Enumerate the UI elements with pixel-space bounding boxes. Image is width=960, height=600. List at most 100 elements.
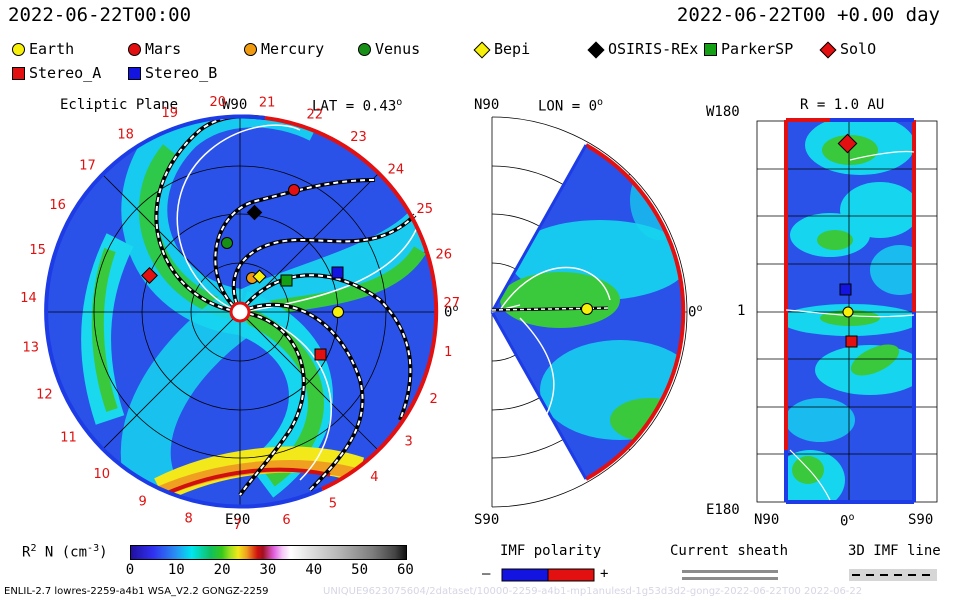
legend-item-solo: SolO — [819, 40, 877, 58]
legend-square-icon — [704, 43, 717, 56]
radial-bottom-left: N90 — [754, 512, 780, 528]
legend-label: Stereo_B — [145, 64, 218, 82]
colorbar-tick-label: 20 — [213, 562, 231, 578]
legend-item-venus: Venus — [358, 40, 420, 58]
carrington-tick-label: 9 — [139, 494, 147, 509]
radial-earth-marker — [842, 306, 854, 318]
imf-polarity-plus: + — [600, 566, 609, 582]
radial-solo-marker — [837, 133, 858, 154]
imf-polarity-minus: – — [482, 566, 491, 582]
radial-bottom-mid: 0o — [840, 512, 855, 530]
carrington-tick-label: 25 — [417, 202, 434, 217]
date-left: 2022-06-22T00:00 — [8, 4, 192, 26]
radial-stereo-b-marker — [839, 283, 852, 296]
colorbar-tick-label: 30 — [259, 562, 277, 578]
legend-label: Bepi — [494, 40, 531, 58]
legend-circle-icon — [358, 43, 371, 56]
meridional-right-label: 0o — [688, 303, 703, 321]
colorbar-tick-label: 10 — [167, 562, 185, 578]
legend-label: Mercury — [261, 40, 325, 58]
legend-label: Stereo_A — [29, 64, 102, 82]
mars-marker — [288, 184, 300, 196]
carrington-tick-label: 17 — [79, 159, 96, 174]
legend-item-mars: Mars — [128, 40, 181, 58]
ecliptic-lat-label: LAT = 0.43o — [312, 97, 403, 115]
current-sheath-line-bottom — [682, 577, 778, 580]
legend-label: OSIRIS-REx — [608, 40, 699, 58]
colorbar-tick-label: 0 — [125, 562, 135, 578]
carrington-tick-label: 8 — [185, 512, 193, 527]
legend-item-bepi: Bepi — [473, 40, 531, 58]
legend-label: Earth — [29, 40, 75, 58]
imf-polarity-positive — [547, 568, 595, 582]
ecliptic-top-label: W90 — [222, 97, 248, 113]
carrington-tick-label: 4 — [370, 470, 378, 485]
footer-left: ENLIL-2.7 lowres-2259-a4b1 WSA_V2.2 GONG… — [4, 586, 269, 597]
meridional-panel — [490, 116, 688, 508]
carrington-tick-label: 12 — [36, 388, 53, 403]
sun-icon — [229, 301, 251, 323]
bepi-marker — [252, 269, 267, 284]
legend-square-icon — [128, 67, 141, 80]
ecliptic-polarity-negative — [44, 114, 323, 509]
ecliptic-panel — [44, 114, 439, 509]
earth-marker — [332, 306, 344, 318]
stereo-b-marker — [331, 266, 344, 279]
ecliptic-bottom-label: E90 — [225, 512, 251, 528]
radial-left-bottom: E180 — [706, 502, 740, 518]
carrington-tick-label: 11 — [60, 431, 77, 446]
meridional-bottom-label: S90 — [474, 512, 500, 528]
ecliptic-carrington-ticks: 20 21222324252627123456789101112131415161… — [20, 95, 460, 533]
carrington-tick-label: 7 — [233, 518, 241, 533]
carrington-tick-label: 10 — [94, 467, 111, 482]
legend-circle-icon — [12, 43, 25, 56]
carrington-tick-label: 3 — [404, 435, 412, 450]
footer-right: UNIQUE9623075604/2dataset/10000-2259-a4b… — [323, 586, 863, 597]
legend-item-mercury: Mercury — [244, 40, 324, 58]
stereo-a-marker — [314, 348, 327, 361]
carrington-tick-label: 19 — [162, 106, 179, 121]
legend-item-parkersp: ParkerSP — [704, 40, 793, 58]
carrington-tick-label: 26 — [436, 248, 453, 263]
carrington-tick-label: 23 — [350, 130, 367, 145]
colorbar-tick-label: 50 — [351, 562, 369, 578]
ecliptic-polarity-positive — [264, 116, 439, 491]
carrington-tick-label: 18 — [117, 128, 134, 143]
imf-line-title: 3D IMF line — [848, 543, 941, 559]
carrington-tick-label: 22 — [307, 108, 324, 123]
meridional-top-label: N90 — [474, 97, 500, 113]
osiris-rex-marker — [246, 204, 263, 221]
current-sheath-line-top — [682, 570, 778, 573]
radial-left-top: W180 — [706, 104, 740, 120]
legend-label: Venus — [375, 40, 421, 58]
carrington-tick-label: 14 — [20, 291, 37, 306]
ecliptic-right-label: 0o — [444, 303, 459, 321]
carrington-tick-label: 20 — [210, 95, 227, 110]
carrington-tick-label: 1 — [444, 345, 452, 360]
ecliptic-title: Ecliptic Plane — [60, 97, 179, 113]
carrington-tick-label: 13 — [23, 340, 40, 355]
colorbar-tick-label: 60 — [397, 562, 414, 578]
carrington-tick-label: 21 — [259, 96, 276, 111]
legend-item-stereo-b: Stereo_B — [128, 64, 217, 82]
carrington-tick-label: 27 — [444, 296, 461, 311]
venus-marker — [221, 237, 233, 249]
legend-circle-icon — [244, 43, 257, 56]
legend-square-icon — [12, 67, 25, 80]
imf-polarity-title: IMF polarity — [500, 543, 602, 559]
carrington-tick-label: 5 — [329, 497, 337, 512]
legend-item-earth: Earth — [12, 40, 74, 58]
carrington-tick-label: 24 — [388, 162, 405, 177]
legend-label: ParkerSP — [721, 40, 794, 58]
meridional-earth-marker — [581, 303, 593, 315]
carrington-tick-label: 2 — [430, 392, 438, 407]
legend-item-osiris-rex: OSIRIS-REx — [587, 40, 699, 58]
imf-polarity-negative — [501, 568, 549, 582]
carrington-tick-label: 16 — [49, 198, 66, 213]
legend-circle-icon — [128, 43, 141, 56]
radial-top-label: R = 1.0 AU — [800, 97, 885, 113]
legend-item-stereo-a: Stereo_A — [12, 64, 101, 82]
date-right: 2022-06-22T00 +0.00 day — [676, 4, 940, 26]
legend-label: SolO — [840, 40, 877, 58]
